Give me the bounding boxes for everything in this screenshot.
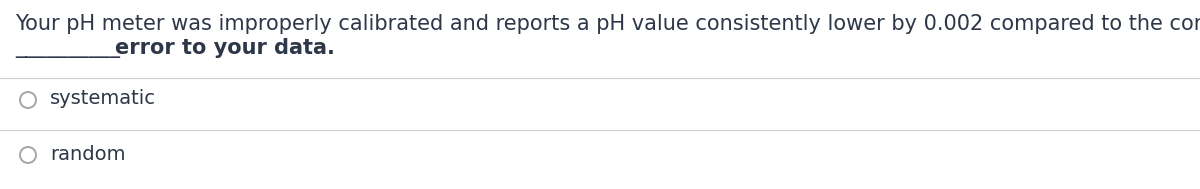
Text: error to your data.: error to your data. xyxy=(115,38,335,58)
Text: __________: __________ xyxy=(14,38,120,58)
Text: random: random xyxy=(50,145,126,163)
Text: systematic: systematic xyxy=(50,90,156,108)
Text: Your pH meter was improperly calibrated and reports a pH value consistently lowe: Your pH meter was improperly calibrated … xyxy=(14,14,1200,34)
